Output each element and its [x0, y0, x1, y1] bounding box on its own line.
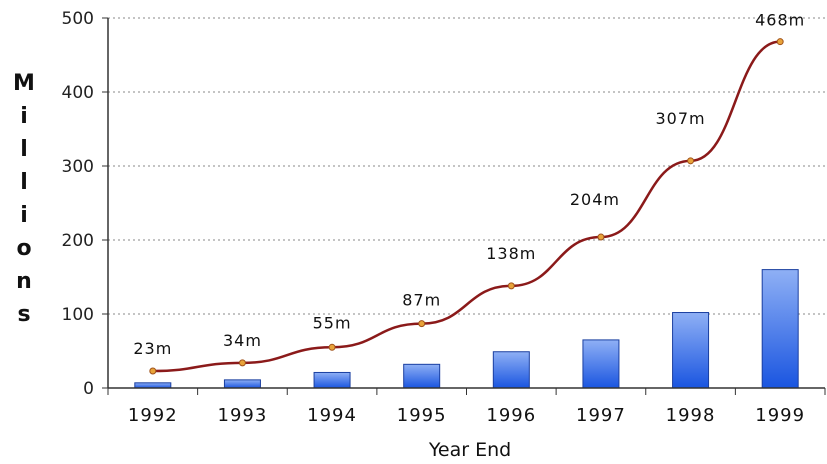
- bar: [672, 312, 710, 389]
- line-point: [597, 233, 605, 241]
- line-point: [687, 157, 695, 165]
- y-tick-label: 100: [62, 305, 94, 325]
- line-series: [149, 38, 784, 375]
- x-tick-label: 1995: [397, 405, 447, 426]
- data-label: 204m: [570, 190, 620, 209]
- bar: [313, 371, 351, 389]
- y-tick-label: 400: [62, 83, 94, 103]
- line-point: [238, 359, 246, 367]
- y-tick-label: 500: [62, 9, 94, 29]
- x-tick-label: 1993: [218, 405, 268, 426]
- bar-series: [134, 269, 799, 389]
- y-axis-title-letter: l: [20, 137, 28, 162]
- y-tick-label: 300: [62, 157, 94, 177]
- x-tick-label: 1998: [666, 405, 716, 426]
- y-axis-title-letter: n: [16, 269, 32, 294]
- data-label: 87m: [402, 291, 441, 310]
- data-label: 23m: [133, 339, 172, 358]
- axes: [107, 18, 825, 389]
- bar: [223, 379, 261, 389]
- y-tick-label: 200: [62, 231, 94, 251]
- data-label: 468m: [755, 11, 805, 30]
- x-tick-label: 1999: [755, 405, 805, 426]
- bar: [582, 339, 620, 389]
- x-tick-label: 1994: [307, 405, 357, 426]
- data-label: 34m: [223, 331, 262, 350]
- data-label: 55m: [313, 313, 352, 332]
- y-axis-title-letter: l: [20, 170, 28, 195]
- x-tick-labels: 1992 1993 1994 1995 1996 1997 1998 1999: [107, 388, 826, 426]
- y-axis-title-letter: i: [20, 203, 28, 228]
- data-label: 138m: [486, 244, 536, 263]
- bar: [403, 363, 441, 389]
- x-axis-title: Year End: [428, 439, 511, 461]
- line-point: [328, 343, 336, 351]
- x-tick-label: 1992: [128, 405, 178, 426]
- y-axis-title-letter: M: [13, 71, 35, 96]
- x-tick-label: 1996: [486, 405, 536, 426]
- data-label: 307m: [656, 109, 706, 128]
- gridlines: [102, 17, 825, 389]
- y-tick-label: 0: [83, 379, 94, 399]
- y-axis-title-letter: o: [16, 236, 31, 261]
- line-point: [418, 320, 426, 328]
- bar: [492, 351, 530, 389]
- line-point: [149, 367, 157, 375]
- line-point: [776, 38, 784, 46]
- y-axis-title-letter: i: [20, 104, 28, 129]
- y-tick-labels: 0 100 200 300 400 500: [62, 9, 94, 399]
- data-labels: 23m 34m 55m 87m 138m 204m 307m 468m: [133, 11, 805, 358]
- bar: [134, 382, 172, 389]
- bar: [761, 269, 799, 389]
- y-axis-title-letter: s: [17, 302, 30, 327]
- line-point: [507, 282, 515, 290]
- x-tick-label: 1997: [576, 405, 626, 426]
